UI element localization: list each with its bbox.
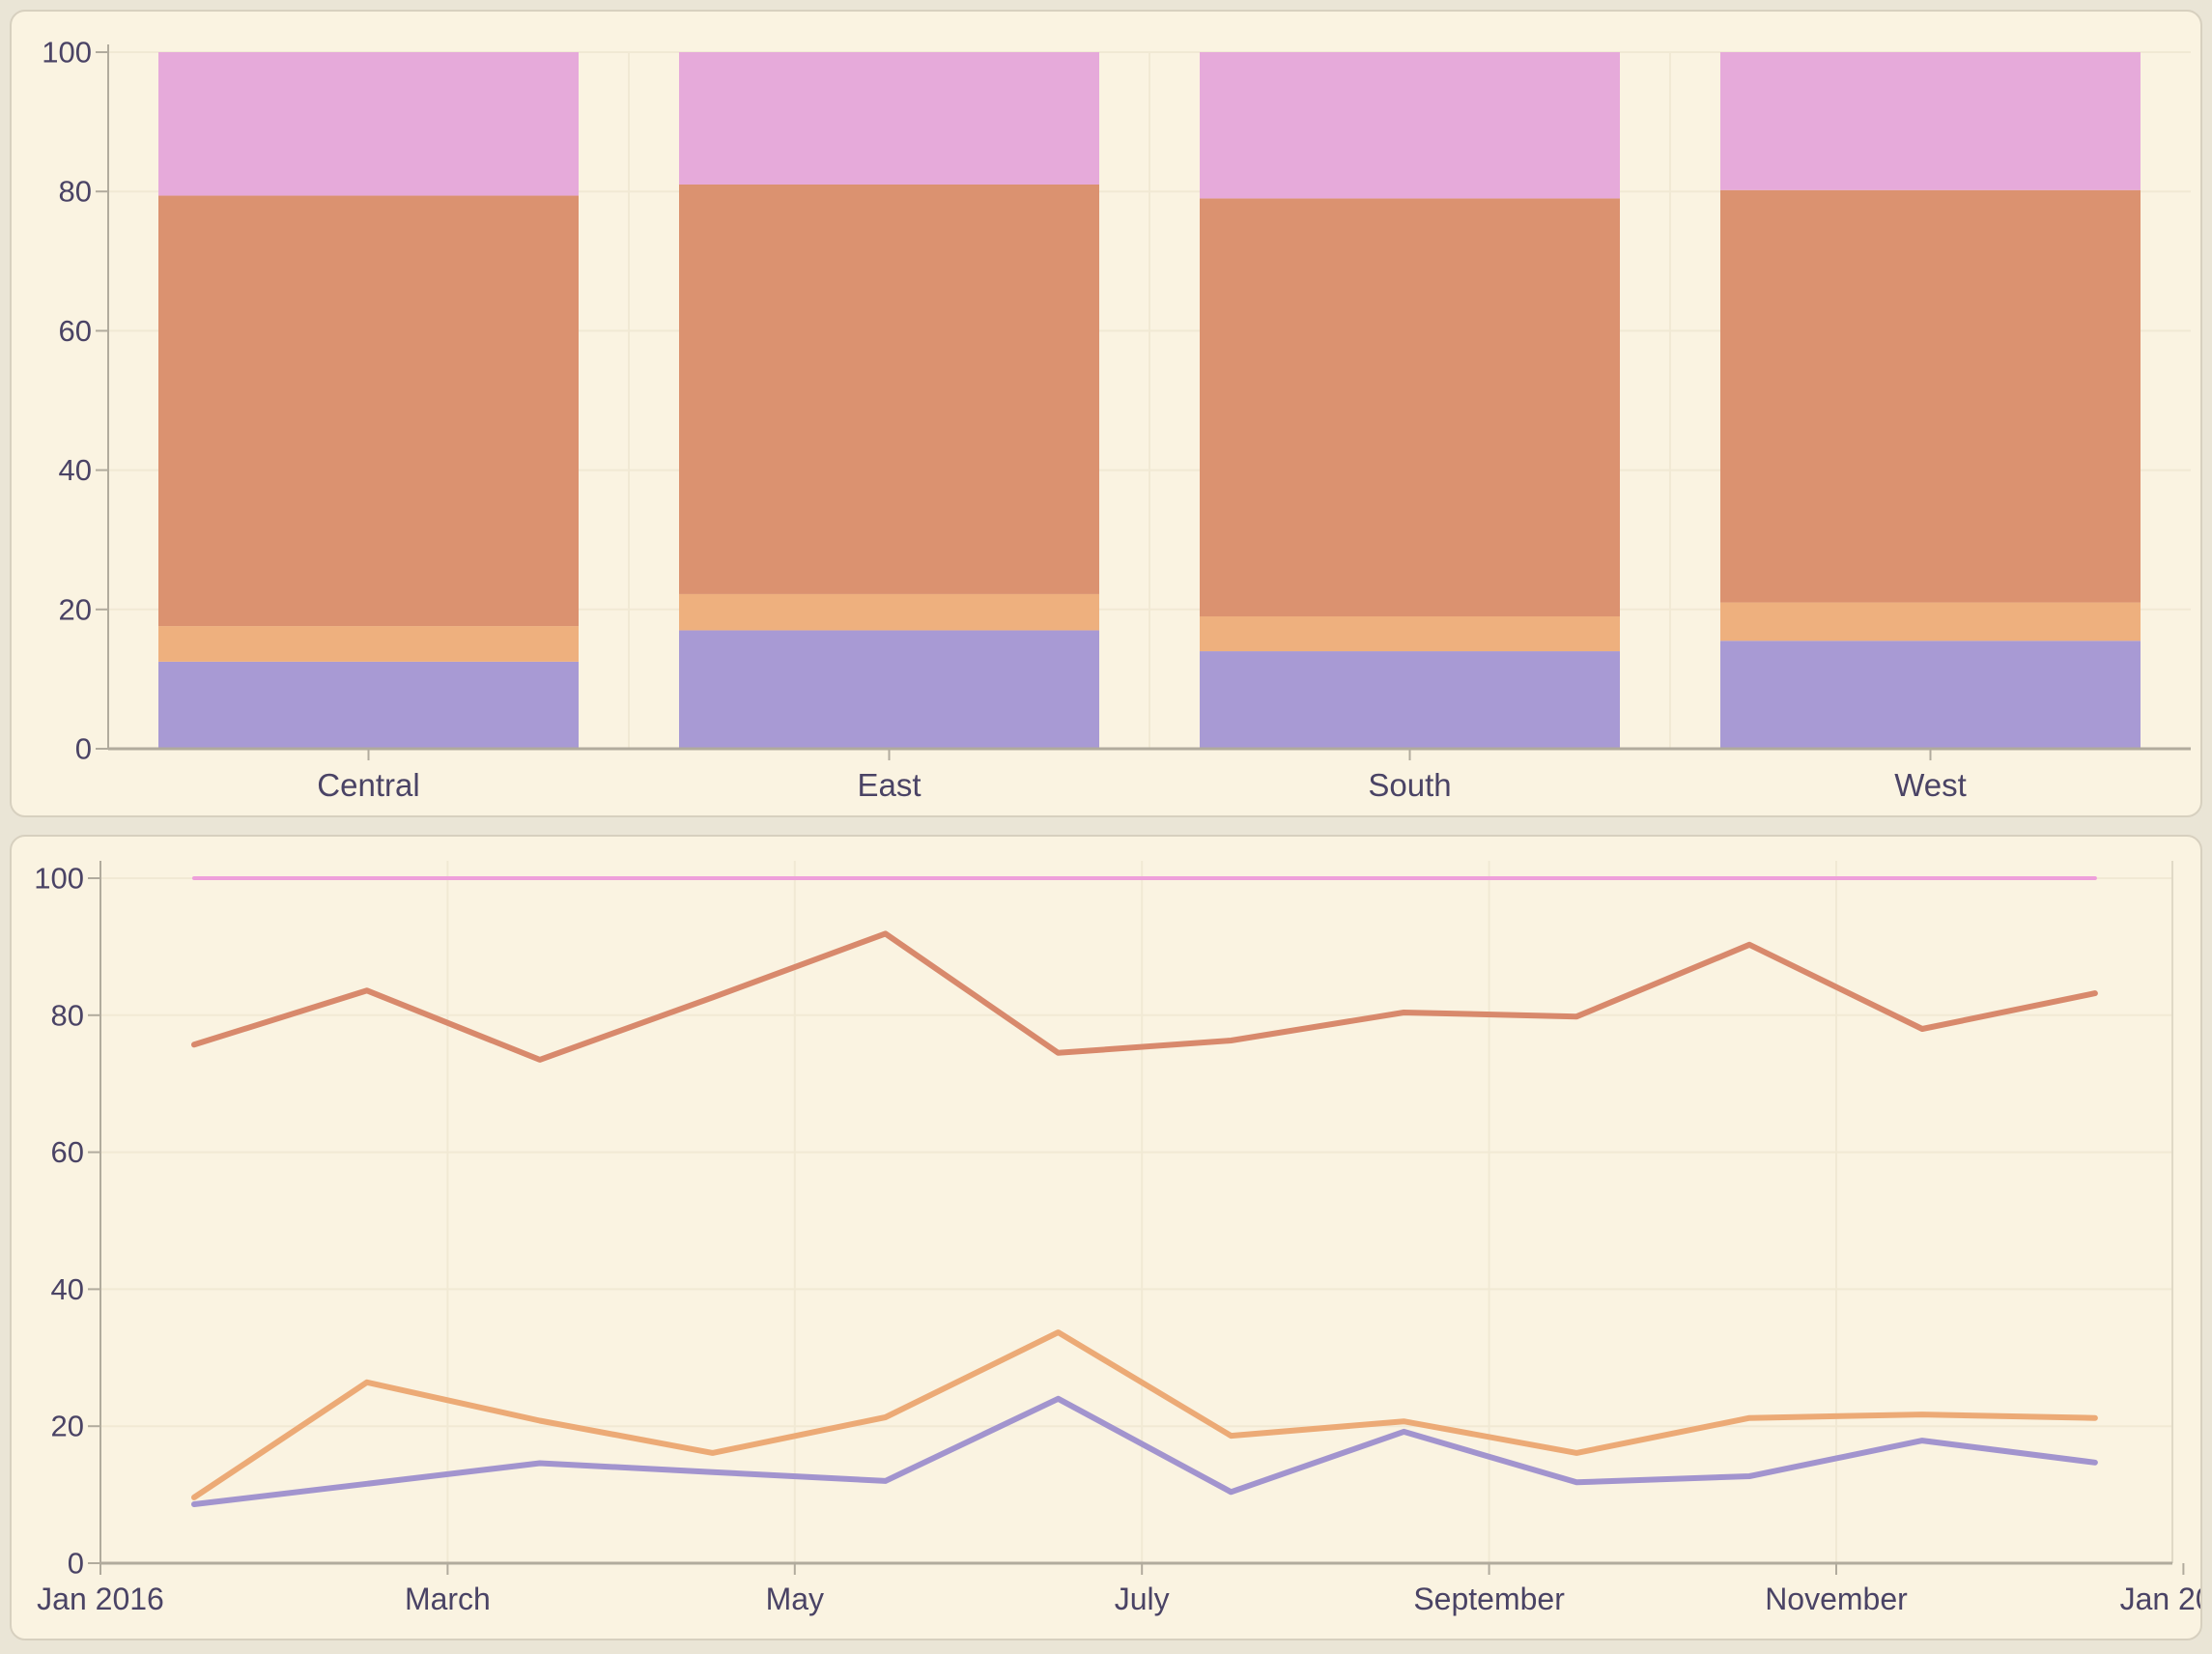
category-label-central: Central — [317, 767, 419, 803]
bar-segment-central-pink-segment[interactable] — [158, 52, 579, 196]
category-label-east: East — [857, 767, 921, 803]
bar-segment-west-salmon-segment[interactable] — [1720, 189, 2141, 603]
y-tick-label-80: 80 — [51, 998, 84, 1032]
bar-segment-south-pink-segment[interactable] — [1200, 52, 1620, 199]
y-tick-label-60: 60 — [59, 314, 92, 348]
salmon-line[interactable] — [191, 930, 2098, 1063]
x-tick-label-jan-2017: Jan 2017 — [2120, 1582, 2200, 1616]
bar-segment-west-orange-segment[interactable] — [1720, 602, 2141, 642]
stacked-bar-chart: Central East South West 0 20 40 60 80 100 — [42, 36, 2191, 803]
x-tick-label-jan-2016: Jan 2016 — [37, 1582, 164, 1616]
y-tick-label-0: 0 — [75, 732, 92, 766]
y-tick-label-100: 100 — [34, 862, 84, 896]
x-tick-label-july: July — [1115, 1582, 1170, 1616]
category-label-south: South — [1368, 767, 1451, 803]
bar-segment-west-purple-segment[interactable] — [1720, 641, 2141, 749]
stacked-bar-chart-card: Central East South West 0 20 40 60 80 100 — [10, 10, 2202, 817]
bar-segment-south-salmon-segment[interactable] — [1200, 198, 1620, 617]
purple-line[interactable] — [191, 1395, 2098, 1507]
x-tick-label-may: May — [766, 1582, 824, 1616]
line-chart: Jan 2016 March May July September November Jan… — [34, 861, 2200, 1616]
bar-segment-central-purple-segment[interactable] — [158, 661, 579, 749]
y-tick-label-20: 20 — [59, 592, 92, 626]
bar-segment-central-orange-segment[interactable] — [158, 626, 579, 662]
y-tick-label-20: 20 — [51, 1410, 84, 1443]
line-chart-card: Jan 2016 March May July September November Jan… — [10, 835, 2202, 1640]
x-tick-label-september: September — [1413, 1582, 1565, 1616]
category-label-west: West — [1894, 767, 1967, 803]
y-tick-label-0: 0 — [68, 1547, 84, 1581]
bar-segment-east-pink-segment[interactable] — [679, 52, 1099, 185]
bar-segment-east-orange-segment[interactable] — [679, 593, 1099, 631]
y-tick-label-40: 40 — [59, 453, 92, 487]
orange-line[interactable] — [191, 1329, 2098, 1500]
y-tick-label-100: 100 — [42, 36, 92, 70]
bar-segment-south-purple-segment[interactable] — [1200, 651, 1620, 749]
bar-segment-south-orange-segment[interactable] — [1200, 616, 1620, 652]
bar-segment-east-purple-segment[interactable] — [679, 630, 1099, 749]
y-tick-label-80: 80 — [59, 175, 92, 209]
bar-segment-central-salmon-segment[interactable] — [158, 195, 579, 627]
y-tick-label-40: 40 — [51, 1272, 84, 1306]
y-tick-label-60: 60 — [51, 1135, 84, 1169]
x-tick-label-march: March — [405, 1582, 491, 1616]
bar-segment-east-salmon-segment[interactable] — [679, 184, 1099, 594]
bar-segment-west-pink-segment[interactable] — [1720, 52, 2141, 190]
x-tick-label-november: November — [1765, 1582, 1908, 1616]
